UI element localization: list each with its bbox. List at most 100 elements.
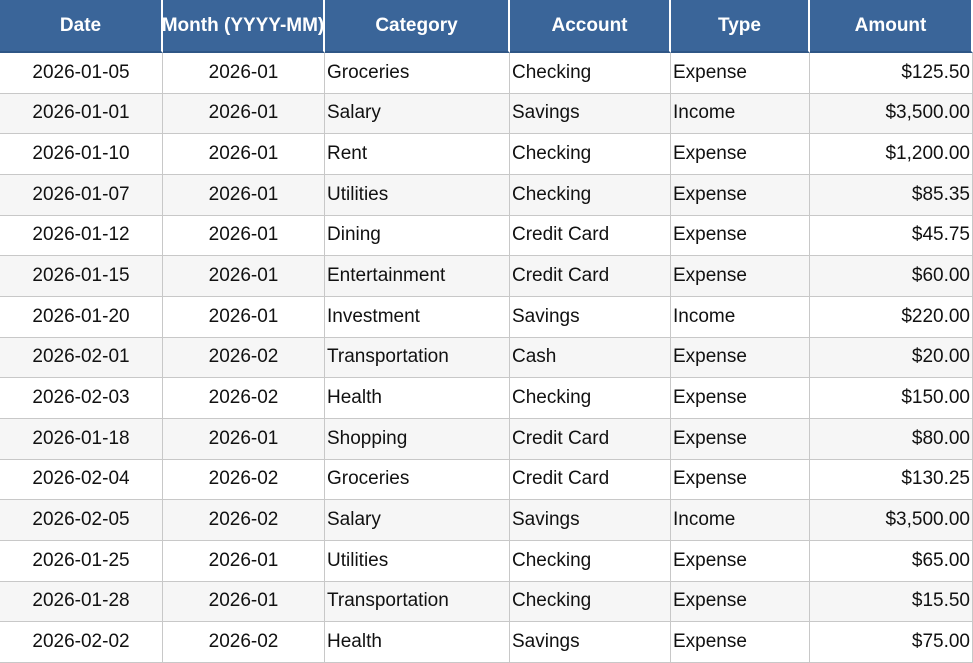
cell-text: 2026-01 — [208, 61, 279, 83]
cell-text: $45.75 — [911, 224, 970, 246]
table-cell: Savings — [510, 296, 671, 338]
cell-text: Health — [327, 631, 382, 653]
cell-text: Month (YYYY-MM) — [163, 14, 325, 36]
cell-text: Utilities — [327, 549, 389, 571]
cell-text: Savings — [512, 509, 580, 531]
cell-text: $130.25 — [901, 468, 970, 490]
cell-text: Credit Card — [512, 427, 610, 449]
header-cell: Amount — [810, 0, 973, 53]
cell-text: 2026-01 — [208, 427, 279, 449]
table-cell: 2026-02 — [163, 622, 325, 663]
cell-text: Expense — [673, 224, 747, 246]
header-cell: Account — [510, 0, 671, 53]
table-cell: 2026-02-01 — [0, 337, 163, 379]
cell-text: Date — [59, 14, 102, 36]
cell-text: Account — [551, 14, 628, 36]
table-cell: 2026-01-05 — [0, 53, 163, 94]
table-cell: Utilities — [325, 540, 510, 582]
table-cell: 2026-01 — [163, 256, 325, 297]
table-cell: Savings — [510, 500, 671, 541]
header-cell: Date — [0, 0, 163, 53]
table-cell: $80.00 — [810, 418, 973, 460]
table-cell: Expense — [671, 540, 810, 582]
cell-text: 2026-02 — [208, 387, 279, 409]
cell-text: $3,500.00 — [885, 509, 970, 531]
cell-text: Expense — [673, 427, 747, 449]
cell-text: Checking — [512, 183, 592, 205]
table-cell: 2026-02 — [163, 378, 325, 419]
table-cell: 2026-02-02 — [0, 622, 163, 663]
table-cell: Entertainment — [325, 256, 510, 297]
cell-text: Category — [375, 14, 458, 36]
cell-text: Cash — [512, 346, 557, 368]
table-cell: 2026-02 — [163, 337, 325, 379]
cell-text: 2026-02 — [208, 346, 279, 368]
table-cell: Expense — [671, 134, 810, 175]
cell-text: 2026-02-05 — [32, 509, 130, 531]
table-cell: Expense — [671, 581, 810, 623]
table-cell: Groceries — [325, 459, 510, 501]
table-cell: Expense — [671, 337, 810, 379]
table-cell: $75.00 — [810, 622, 973, 663]
table-cell: $85.35 — [810, 174, 973, 216]
cell-text: $65.00 — [911, 549, 970, 571]
table-cell: Credit Card — [510, 418, 671, 460]
cell-text: 2026-01-18 — [32, 427, 130, 449]
cell-text: Rent — [327, 143, 368, 165]
table-cell: Checking — [510, 174, 671, 216]
cell-text: 2026-01-01 — [32, 102, 130, 124]
cell-text: Income — [673, 102, 736, 124]
table-cell: 2026-01-12 — [0, 215, 163, 257]
table-cell: 2026-01-18 — [0, 418, 163, 460]
table-cell: 2026-01-28 — [0, 581, 163, 623]
table-cell: Checking — [510, 134, 671, 175]
cell-text: 2026-02-01 — [32, 346, 130, 368]
cell-text: Savings — [512, 305, 580, 327]
cell-text: 2026-01 — [208, 183, 279, 205]
cell-text: 2026-02 — [208, 468, 279, 490]
cell-text: 2026-01 — [208, 102, 279, 124]
cell-text: 2026-01 — [208, 224, 279, 246]
table-cell: 2026-02-04 — [0, 459, 163, 501]
cell-text: $85.35 — [911, 183, 970, 205]
cell-text: $150.00 — [901, 387, 970, 409]
cell-text: Expense — [673, 265, 747, 287]
table-cell: 2026-01-10 — [0, 134, 163, 175]
table-cell: $130.25 — [810, 459, 973, 501]
cell-text: Savings — [512, 631, 580, 653]
cell-text: Checking — [512, 590, 592, 612]
table-cell: $1,200.00 — [810, 134, 973, 175]
cell-text: Checking — [512, 143, 592, 165]
cell-text: Credit Card — [512, 224, 610, 246]
table-cell: 2026-01-20 — [0, 296, 163, 338]
table-cell: Checking — [510, 378, 671, 419]
cell-text: 2026-02-03 — [32, 387, 130, 409]
table-cell: 2026-01 — [163, 540, 325, 582]
cell-text: Expense — [673, 346, 747, 368]
table-cell: Credit Card — [510, 256, 671, 297]
cell-text: $60.00 — [911, 265, 970, 287]
table-cell: 2026-02 — [163, 500, 325, 541]
table-cell: Salary — [325, 500, 510, 541]
table-cell: Expense — [671, 256, 810, 297]
table-cell: 2026-01 — [163, 93, 325, 135]
cell-text: Checking — [512, 61, 592, 83]
table-cell: Savings — [510, 93, 671, 135]
table-cell: Shopping — [325, 418, 510, 460]
table-cell: Expense — [671, 215, 810, 257]
table-cell: Transportation — [325, 581, 510, 623]
cell-text: $1,200.00 — [885, 143, 970, 165]
cell-text: Income — [673, 305, 736, 327]
table-cell: 2026-01 — [163, 174, 325, 216]
cell-text: Groceries — [327, 468, 410, 490]
cell-text: 2026-02-04 — [32, 468, 130, 490]
cell-text: 2026-01-05 — [32, 61, 130, 83]
table-cell: Expense — [671, 459, 810, 501]
cell-text: Credit Card — [512, 468, 610, 490]
cell-text: Type — [718, 14, 761, 36]
table-cell: Credit Card — [510, 459, 671, 501]
table-cell: Credit Card — [510, 215, 671, 257]
table-cell: Salary — [325, 93, 510, 135]
cell-text: 2026-01-20 — [32, 305, 130, 327]
